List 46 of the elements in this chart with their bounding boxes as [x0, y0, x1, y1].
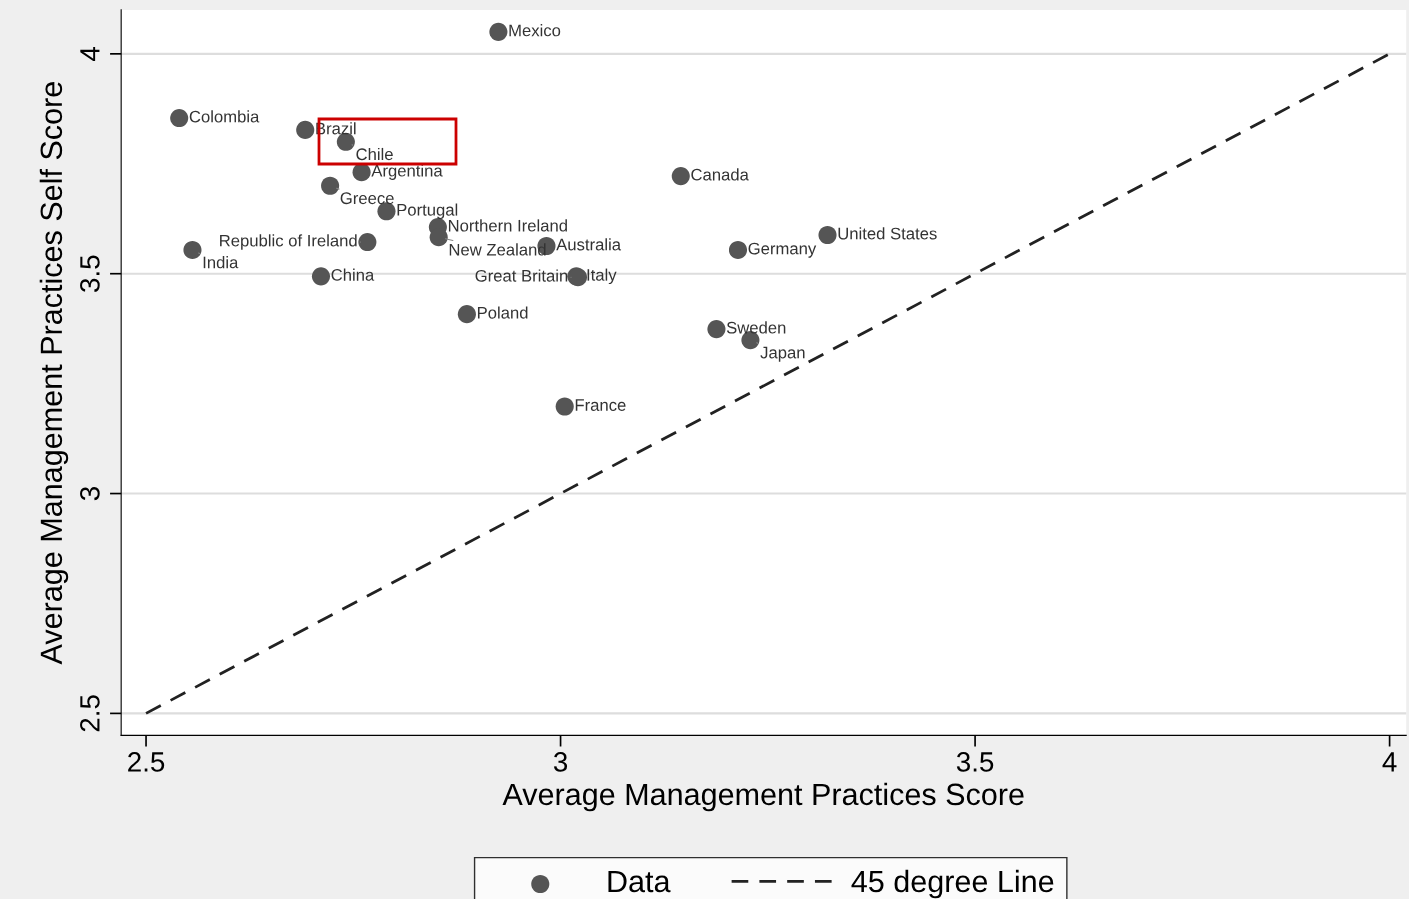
y-tick-label: 4: [80, 46, 100, 61]
annotation: Poland: [477, 306, 528, 319]
annotation: Portugal: [397, 203, 458, 220]
annotation: Chile: [356, 147, 393, 161]
x-tick-label: 2.5: [128, 752, 165, 772]
point: [296, 120, 315, 139]
annotation: France: [575, 399, 626, 411]
point: [671, 167, 690, 186]
annotation: United States: [838, 227, 937, 240]
x-axis-title: Average Management Practices Score: [502, 782, 1024, 812]
legend-label: Data: [608, 870, 671, 893]
point: [489, 22, 508, 41]
annotation: Republic of Ireland: [220, 234, 357, 250]
annotation: Greece: [340, 192, 394, 205]
point: [358, 232, 377, 252]
annotation: Italy: [587, 268, 617, 285]
annotation: India: [203, 256, 239, 269]
annotation: Australia: [556, 238, 622, 251]
annotation: Sweden: [726, 321, 786, 334]
point: [707, 320, 726, 339]
point: [352, 163, 371, 182]
point: [183, 240, 202, 260]
y-tick-label: 2.5: [80, 695, 100, 732]
y-tick-label: 3: [80, 487, 100, 501]
annotation: Germany: [748, 242, 817, 258]
x-tick-label: 3.5: [956, 752, 994, 772]
x-tick-label: 4: [1382, 752, 1397, 772]
point: [818, 225, 837, 245]
annotation: Argentina: [371, 164, 443, 180]
point: [457, 305, 476, 324]
point: [555, 397, 574, 416]
point: [311, 267, 331, 286]
point: [321, 176, 340, 195]
annotation: Colombia: [189, 110, 260, 123]
point: [728, 240, 748, 260]
annotation: Canada: [691, 168, 749, 181]
annotation: Mexico: [509, 24, 561, 37]
legend-label: 45 degree Line: [851, 869, 1054, 899]
annotation: Northern Ireland: [448, 219, 567, 232]
annotation: Great Britain: [475, 269, 568, 282]
y-axis-title: Average Management Practices Self Score: [39, 82, 69, 665]
annotation: China: [331, 268, 375, 281]
y-tick-label: 3.5: [80, 255, 100, 292]
x-tick-label: 3: [553, 752, 568, 772]
annotation: Japan: [760, 346, 805, 362]
point: [170, 109, 189, 128]
